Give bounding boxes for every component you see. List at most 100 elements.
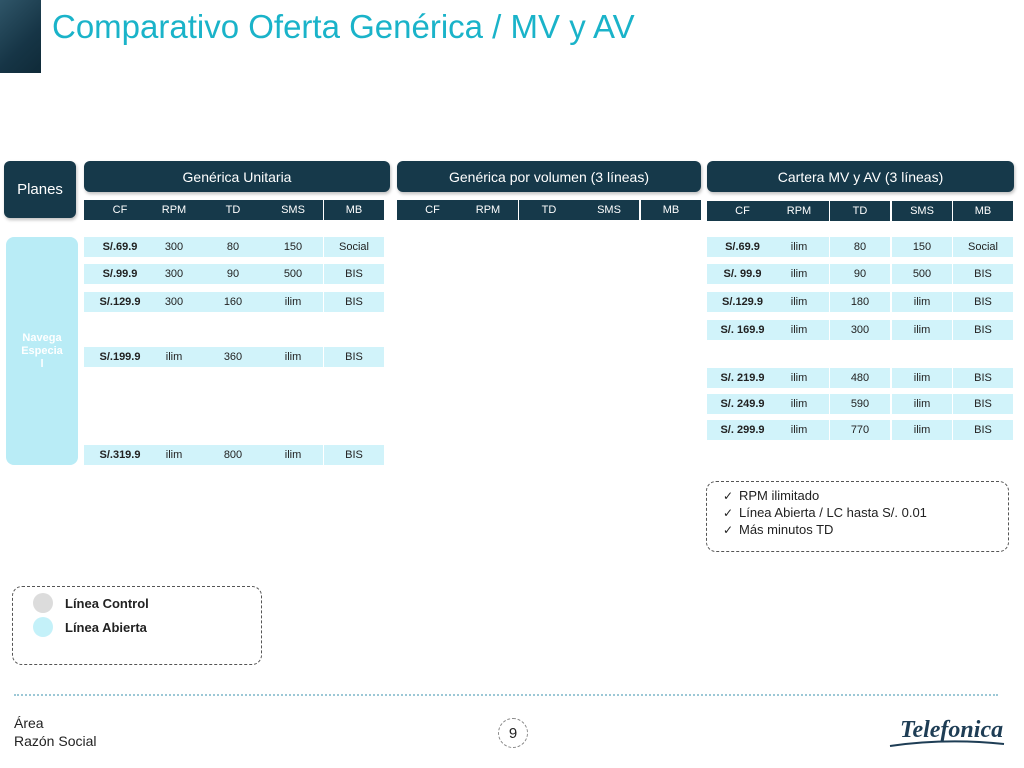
footer-razon-social: Razón Social [14,733,97,749]
check-icon: ✓ [723,522,734,537]
table-cell: ilim [769,237,829,257]
page-number: 9 [498,718,528,748]
table-cell: 160 [203,292,263,312]
table-cell: S/. 99.9 [707,264,778,284]
table-cell: 90 [203,264,263,284]
table-cell: ilim [769,368,829,388]
table-cell: ilim [892,368,952,388]
table-cell: 300 [144,237,204,257]
benefit-item: ✓ RPM ilimitado [723,488,820,503]
column-header-sms: SMS [579,200,639,220]
table-cell: S/.319.9 [84,445,156,465]
legend-dot-icon [33,617,53,637]
legend-item-linea-abierta: Línea Abierta [33,617,147,637]
footer-divider [14,694,998,696]
table-cell: BIS [953,368,1013,388]
table-cell: S/.69.9 [84,237,156,257]
column-header-cf: CF [707,201,778,221]
benefit-item: ✓ Más minutos TD [723,522,834,537]
check-icon: ✓ [723,488,734,503]
svg-text:Telefonica: Telefonica [900,717,1003,743]
table-cell: BIS [324,292,384,312]
table-cell: S/.129.9 [707,292,778,312]
table-cell: BIS [953,292,1013,312]
table-cell: S/.199.9 [84,347,156,367]
footer-text: Área Razón Social [14,714,97,750]
legend-box: Línea Control Línea Abierta [12,586,262,665]
table-cell: BIS [324,347,384,367]
legend-dot-icon [33,593,53,613]
column-header-mb: MB [324,200,384,220]
navega-especial-label: Navega Especial [6,237,78,465]
column-header-sms: SMS [892,201,952,221]
group-header-generica-volumen: Genérica por volumen (3 líneas) [397,161,701,192]
table-cell: ilim [769,264,829,284]
table-cell: ilim [263,445,323,465]
group-header-generica-unitaria: Genérica Unitaria [84,161,390,192]
table-cell: BIS [953,394,1013,414]
table-cell: ilim [144,347,204,367]
benefit-item: ✓ Línea Abierta / LC hasta S/. 0.01 [723,505,927,520]
table-cell: 180 [830,292,890,312]
table-cell: 480 [830,368,890,388]
table-cell: 500 [263,264,323,284]
table-cell: S/. 249.9 [707,394,778,414]
table-cell: 80 [203,237,263,257]
table-cell: 80 [830,237,890,257]
table-cell: ilim [769,420,829,440]
table-cell: 150 [263,237,323,257]
planes-header: Planes [4,161,76,218]
table-cell: BIS [953,320,1013,340]
column-header-rpm: RPM [144,200,204,220]
table-cell: S/.129.9 [84,292,156,312]
column-header-td: TD [203,200,263,220]
table-cell: BIS [953,420,1013,440]
table-cell: S/. 169.9 [707,320,778,340]
group-header-cartera-mv-av: Cartera MV y AV (3 líneas) [707,161,1014,192]
table-cell: ilim [892,394,952,414]
table-cell: 590 [830,394,890,414]
table-cell: Social [324,237,384,257]
corner-decoration [0,0,41,73]
column-header-td: TD [519,200,579,220]
table-cell: BIS [324,445,384,465]
table-cell: 300 [144,264,204,284]
table-cell: ilim [892,292,952,312]
table-cell: ilim [892,320,952,340]
table-cell: S/.69.9 [707,237,778,257]
table-cell: ilim [263,347,323,367]
table-cell: 90 [830,264,890,284]
table-cell: ilim [769,394,829,414]
table-cell: S/. 299.9 [707,420,778,440]
column-header-cf: CF [397,200,468,220]
table-cell: S/. 219.9 [707,368,778,388]
check-icon: ✓ [723,505,734,520]
table-cell: 800 [203,445,263,465]
table-cell: ilim [769,320,829,340]
column-header-cf: CF [84,200,156,220]
column-header-mb: MB [953,201,1013,221]
table-cell: ilim [769,292,829,312]
table-cell: ilim [892,420,952,440]
table-cell: 300 [830,320,890,340]
table-cell: 150 [892,237,952,257]
column-header-mb: MB [641,200,701,220]
column-header-rpm: RPM [458,200,518,220]
table-cell: ilim [263,292,323,312]
table-cell: BIS [324,264,384,284]
table-cell: S/.99.9 [84,264,156,284]
table-cell: 360 [203,347,263,367]
table-cell: Social [953,237,1013,257]
telefonica-logo: Telefonica [889,717,1005,747]
footer-area: Área [14,715,44,731]
table-cell: 770 [830,420,890,440]
table-cell: 300 [144,292,204,312]
table-cell: BIS [953,264,1013,284]
column-header-rpm: RPM [769,201,829,221]
table-cell: ilim [144,445,204,465]
page-title: Comparativo Oferta Genérica / MV y AV [52,8,635,45]
column-header-td: TD [830,201,890,221]
column-header-sms: SMS [263,200,323,220]
legend-item-linea-control: Línea Control [33,593,149,613]
table-cell: 500 [892,264,952,284]
